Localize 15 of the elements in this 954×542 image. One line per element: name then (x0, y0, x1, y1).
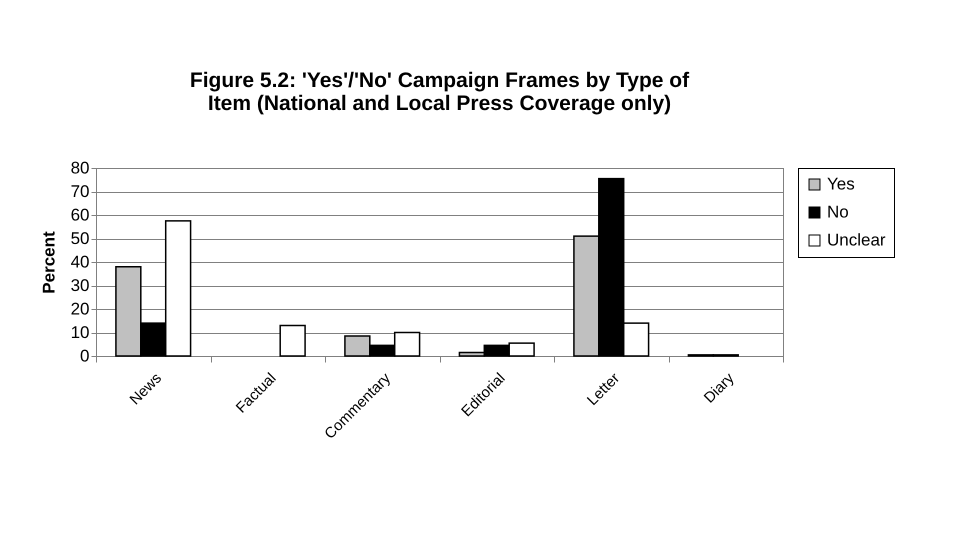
legend-label: Yes (827, 174, 855, 194)
chart-title: Figure 5.2: 'Yes'/'No' Campaign Frames by Type of Item (National and Local Press Coverage only) (190, 69, 690, 115)
y-tick-label: 70 (70, 182, 90, 201)
legend-label: No (827, 202, 849, 222)
y-tick-label: 10 (70, 323, 90, 342)
legend-label: Unclear (827, 230, 886, 250)
y-axis-title: Percent (40, 230, 59, 294)
y-tick-label: 0 (80, 346, 90, 366)
y-tick-label: 40 (70, 252, 90, 272)
y-tick-label: 60 (70, 206, 90, 224)
y-tick-label: 20 (70, 300, 90, 318)
y-tick-label: 30 (70, 276, 90, 295)
y-tick-label: 80 (70, 158, 90, 178)
y-tick-label: 50 (70, 229, 90, 248)
bar (279, 324, 306, 357)
